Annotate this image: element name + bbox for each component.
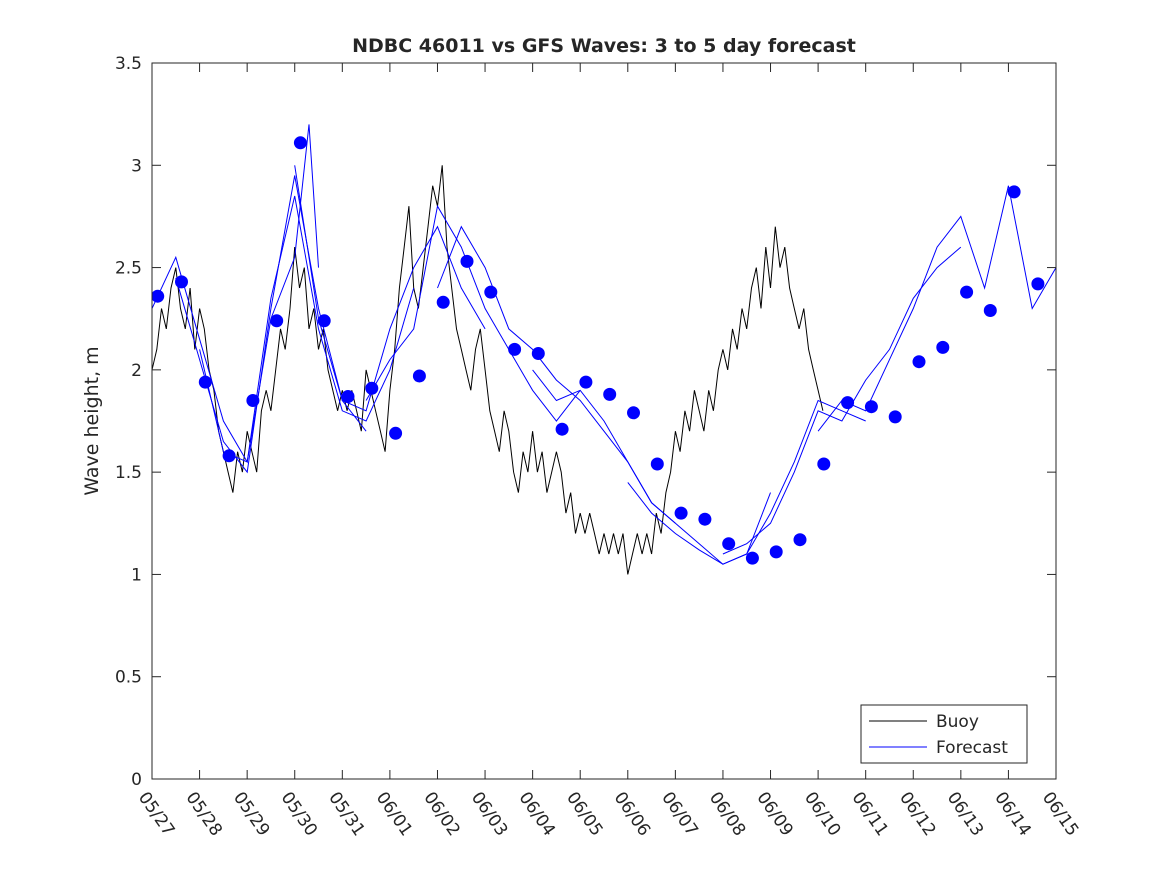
y-tick-label: 0.5 [115, 668, 142, 688]
forecast-marker-point [412, 369, 426, 383]
forecast-marker-point [270, 314, 284, 328]
forecast-marker-point [698, 512, 712, 526]
legend: Buoy Forecast [860, 704, 1028, 764]
forecast-marker-point [817, 457, 831, 471]
forecast-marker-point [864, 400, 878, 414]
forecast-marker-point [555, 422, 569, 436]
forecast-marker-point [341, 390, 355, 403]
forecast-marker-point [317, 314, 331, 328]
buoy-series-line [152, 165, 824, 575]
y-axis-label: Wave height, m [81, 346, 103, 495]
legend-label: Forecast [936, 738, 1008, 758]
axes-box [151, 62, 1057, 780]
forecast-series-line [627, 399, 866, 565]
forecast-marker-point [508, 342, 522, 356]
forecast-marker-point [769, 545, 783, 559]
forecast-marker-point [460, 254, 474, 268]
y-tick-label: 2.5 [115, 259, 142, 279]
forecast-marker-point [365, 381, 379, 395]
y-tick-label: 1.5 [115, 463, 142, 483]
forecast-series-line [365, 204, 581, 422]
forecast-marker-point [983, 304, 997, 317]
forecast-marker-point [650, 457, 664, 471]
forecast-marker-point [722, 537, 736, 551]
plot-area [152, 124, 1056, 575]
forecast-marker-point [674, 506, 688, 520]
forecast-marker-point [888, 410, 902, 424]
forecast-series-line [817, 185, 1056, 432]
forecast-marker-point [579, 375, 593, 389]
forecast-marker-point [531, 347, 545, 360]
forecast-marker-point [627, 406, 640, 420]
forecast-marker-point [793, 533, 807, 547]
forecast-series-line [294, 165, 486, 412]
forecast-marker-point [1031, 277, 1045, 291]
legend-box [860, 704, 1028, 764]
y-tick-label: 3 [131, 156, 142, 176]
y-tick-label: 3.5 [115, 54, 142, 74]
legend-label: Buoy [936, 712, 979, 732]
forecast-marker-point [389, 426, 403, 440]
forecast-marker-point [1007, 185, 1021, 199]
forecast-marker-point [745, 551, 759, 565]
forecast-marker-point [198, 375, 212, 389]
forecast-marker-point [175, 275, 188, 289]
y-tick-label: 0 [131, 770, 142, 790]
forecast-marker-point [246, 394, 260, 407]
y-tick-label: 2 [131, 361, 142, 381]
forecast-marker-point [960, 285, 974, 299]
forecast-marker-point [603, 387, 617, 401]
chart-title: NDBC 46011 vs GFS Waves: 3 to 5 day fore… [352, 35, 856, 57]
forecast-marker-point [222, 449, 236, 463]
forecast-marker-point [912, 355, 926, 369]
forecast-marker-point [484, 285, 498, 299]
forecast-marker-point [936, 340, 950, 354]
forecast-marker-point [152, 289, 165, 303]
forecast-marker-point [436, 295, 450, 309]
forecast-marker-point [841, 396, 855, 410]
forecast-marker-point [293, 136, 307, 150]
y-tick-label: 1 [131, 565, 142, 585]
